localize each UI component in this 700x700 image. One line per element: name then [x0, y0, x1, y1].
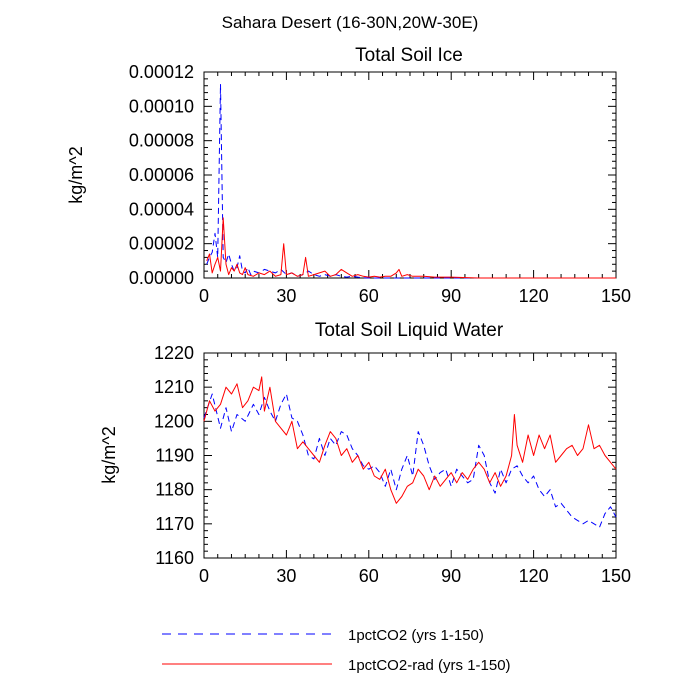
y-tick-label: 0.00010 — [129, 96, 194, 116]
y-tick-label: 0.00002 — [129, 234, 194, 254]
series-line-solid — [203, 376, 617, 504]
x-tick-label: 90 — [441, 566, 461, 586]
series-line-solid — [206, 217, 616, 279]
x-tick-label: 30 — [276, 566, 296, 586]
y-axis-label: kg/m^2 — [99, 426, 119, 483]
x-tick-label: 60 — [359, 286, 379, 306]
y-tick-label: 1160 — [155, 548, 194, 568]
series-line-dashed — [203, 393, 617, 528]
x-tick-label: 120 — [519, 566, 549, 586]
y-tick-label: 0.00000 — [129, 268, 194, 288]
y-tick-label: 0.00008 — [129, 131, 194, 151]
legend: 1pctCO2 (yrs 1-150) 1pctCO2-rad (yrs 1-1… — [162, 627, 511, 674]
x-tick-label: 150 — [601, 286, 631, 306]
y-tick-label: 1190 — [155, 446, 194, 466]
x-tick-label: 30 — [276, 286, 296, 306]
chart-title: Total Soil Ice — [355, 45, 463, 66]
series-line-dashed — [206, 83, 616, 279]
y-tick-label: 1180 — [155, 480, 194, 500]
y-tick-label: 0.00006 — [129, 165, 194, 185]
y-tick-label: 1200 — [154, 411, 194, 431]
y-tick-label: 1170 — [155, 514, 194, 534]
x-tick-label: 0 — [199, 566, 209, 586]
chart-total-soil-liquid-water: 0 30 60 90 120 150 1160 1170 1180 1190 1200 1210 122… — [154, 343, 631, 586]
y-tick-label: 1210 — [154, 377, 194, 397]
x-tick-label: 90 — [441, 286, 461, 306]
legend-label: 1pctCO2 (yrs 1-150) — [348, 627, 484, 644]
y-tick-label: 0.00004 — [129, 199, 194, 219]
x-tick-label: 150 — [601, 566, 631, 586]
x-tick-label: 0 — [199, 286, 209, 306]
x-tick-label: 60 — [359, 566, 379, 586]
y-tick-label: 1220 — [154, 343, 194, 363]
legend-label: 1pctCO2-rad (yrs 1-150) — [348, 657, 511, 674]
plot-frame — [203, 71, 617, 279]
y-axis-label: kg/m^2 — [66, 146, 86, 203]
x-tick-label: 120 — [519, 286, 549, 306]
main-title: Sahara Desert (16-30N,20W-30E) — [222, 13, 479, 32]
chart-title: Total Soil Liquid Water — [315, 320, 504, 341]
chart-total-soil-ice: 0 30 60 90 120 150 0.00000 0.00002 0.00004 0.0000… — [129, 62, 631, 306]
y-tick-label: 0.00012 — [129, 62, 194, 82]
